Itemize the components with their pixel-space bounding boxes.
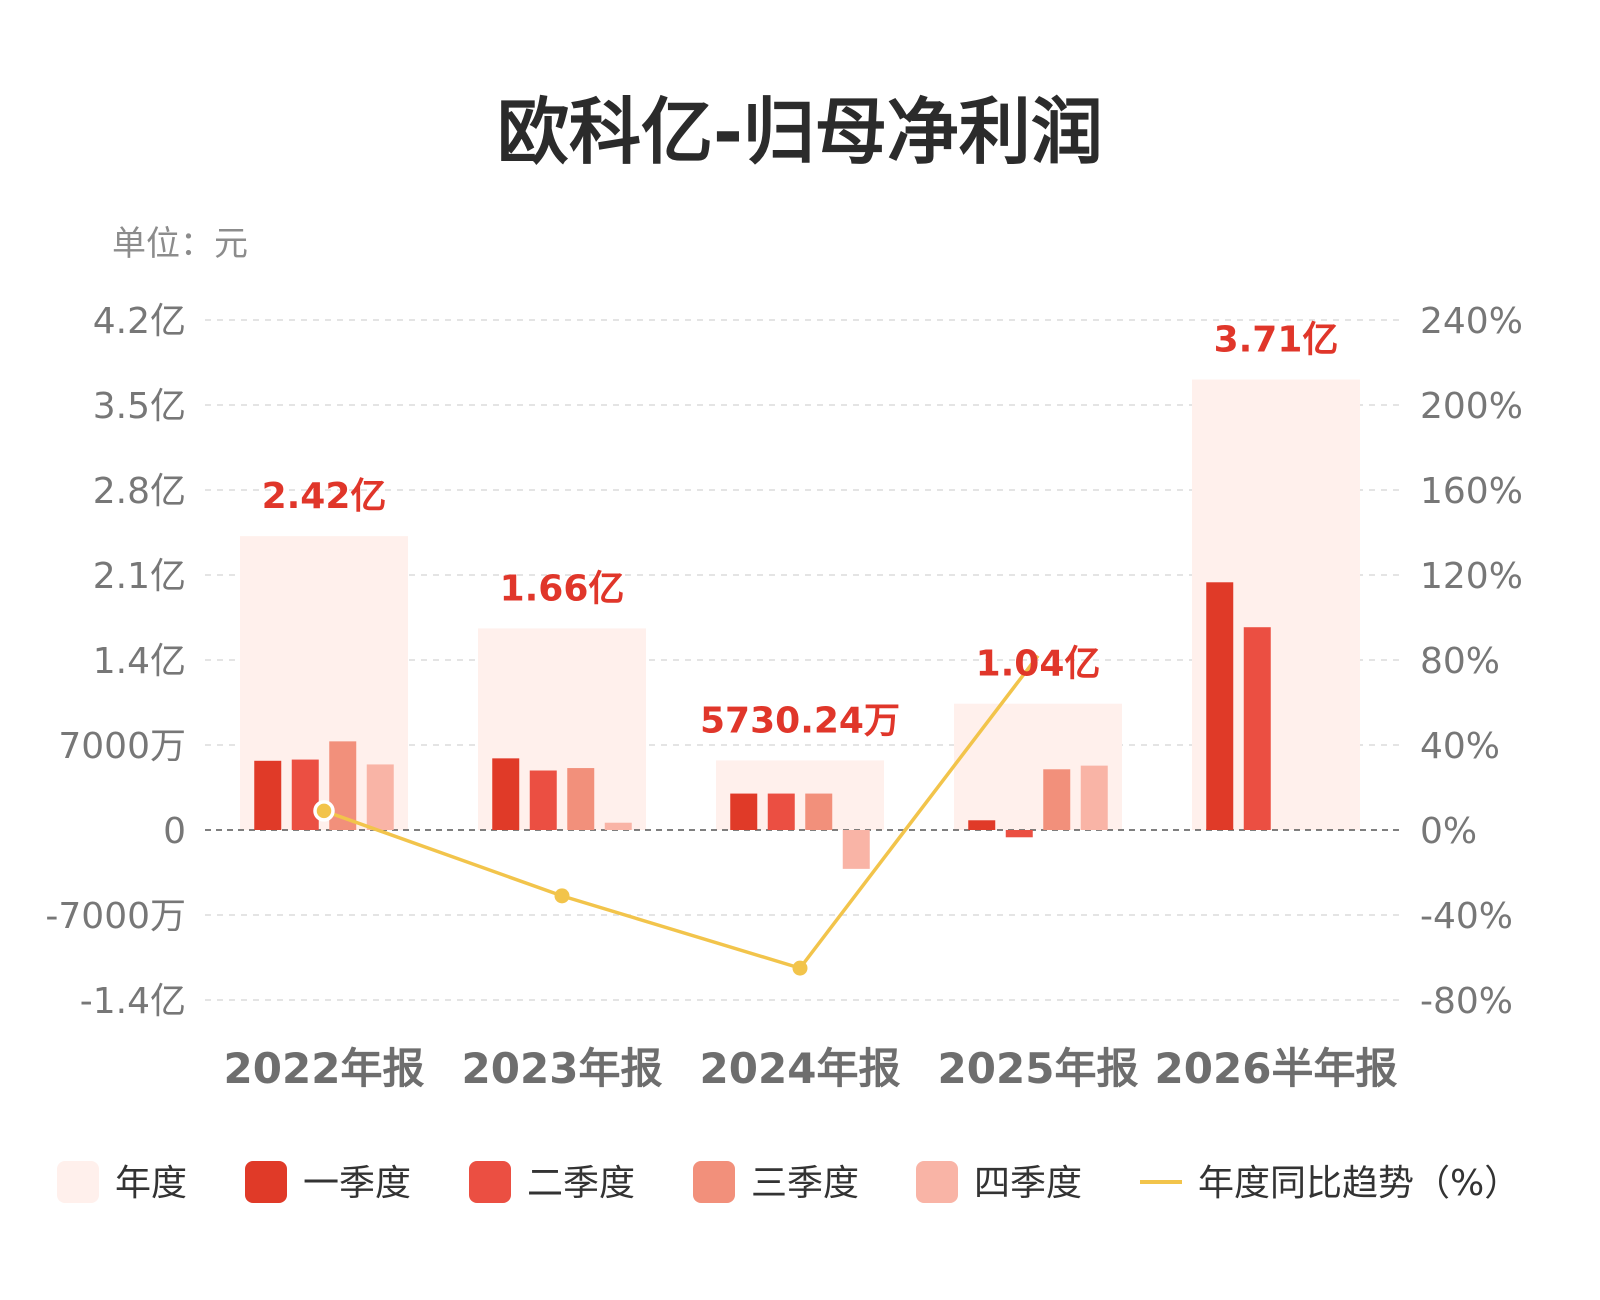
quarter-bars xyxy=(254,582,1271,869)
legend-label: 一季度 xyxy=(303,1163,411,1204)
y-left-tick-label: -7000万 xyxy=(45,896,186,937)
x-tick-label: 2022年报 xyxy=(224,1044,425,1093)
quarter-bar xyxy=(1080,765,1108,830)
y-left-tick-label: 4.2亿 xyxy=(93,301,186,342)
legend-swatch xyxy=(916,1161,958,1203)
quarter-bar xyxy=(1005,830,1033,838)
x-tick-label: 2024年报 xyxy=(700,1044,901,1093)
y-left-tick-label: 1.4亿 xyxy=(93,641,186,682)
quarter-bar xyxy=(366,764,394,830)
quarter-bar xyxy=(1243,627,1271,830)
y-left-tick-label: 7000万 xyxy=(58,726,186,767)
y-right-tick-label: 40% xyxy=(1420,726,1500,767)
chart-title: 欧科亿-归母净利润 xyxy=(497,90,1103,174)
legend-swatch xyxy=(693,1161,735,1203)
trend-polyline xyxy=(323,654,1040,971)
y-right-tick-label: -40% xyxy=(1420,896,1513,937)
quarter-bar xyxy=(767,793,795,830)
quarter-bar xyxy=(567,768,595,830)
annual-value-label: 1.66亿 xyxy=(500,568,625,609)
legend-label: 二季度 xyxy=(527,1163,635,1204)
annual-value-label: 3.71亿 xyxy=(1214,320,1339,361)
legend-label: 年度 xyxy=(115,1163,187,1204)
legend-swatch xyxy=(245,1161,287,1203)
x-tick-label: 2025年报 xyxy=(938,1044,1139,1093)
quarter-bar xyxy=(842,830,870,869)
trend-point xyxy=(792,960,808,976)
y-left-tick-label: -1.4亿 xyxy=(80,981,186,1022)
trend-line xyxy=(313,654,1040,976)
y-left-tick-label: 2.1亿 xyxy=(93,556,186,597)
annual-value-label: 2.42亿 xyxy=(262,476,387,517)
quarter-bar xyxy=(529,770,557,830)
x-axis: 2022年报 2023年报 2024年报 2025年报 2026半年报 xyxy=(224,1044,1398,1093)
quarter-bar xyxy=(730,793,758,830)
y-left-tick-label: 0 xyxy=(163,811,186,852)
legend-label: 年度同比趋势（%） xyxy=(1198,1163,1520,1204)
y-left-tick-label: 3.5亿 xyxy=(93,386,186,427)
y-axis-left: 4.2亿 3.5亿 2.8亿 2.1亿 1.4亿 7000万 0 -7000万 -1.4亿 xyxy=(45,301,186,1022)
quarter-bar xyxy=(968,820,996,830)
annual-value-label: 5730.24万 xyxy=(700,700,900,741)
quarter-bar xyxy=(1206,582,1234,830)
y-right-tick-label: 200% xyxy=(1420,386,1523,427)
legend-swatch xyxy=(57,1161,99,1203)
y-right-tick-label: 120% xyxy=(1420,556,1523,597)
y-right-tick-label: 80% xyxy=(1420,641,1500,682)
legend-label: 四季度 xyxy=(974,1163,1082,1204)
y-right-tick-label: 160% xyxy=(1420,471,1523,512)
y-right-tick-label: 0% xyxy=(1420,811,1477,852)
y-axis-right: 240% 200% 160% 120% 80% 40% 0% -40% -80% xyxy=(1420,301,1523,1022)
quarter-bar xyxy=(805,793,833,830)
unit-label: 单位：元 xyxy=(112,224,248,264)
quarter-bar xyxy=(291,759,319,830)
legend-label: 三季度 xyxy=(751,1163,859,1204)
annual-bars xyxy=(240,379,1360,830)
x-tick-label: 2026半年报 xyxy=(1155,1044,1398,1093)
x-tick-label: 2023年报 xyxy=(462,1044,663,1093)
quarter-bar xyxy=(254,760,282,830)
trend-point xyxy=(554,888,570,904)
quarter-bar xyxy=(1043,769,1071,830)
annual-value-label: 1.04亿 xyxy=(976,644,1101,685)
trend-point xyxy=(313,800,335,822)
y-left-tick-label: 2.8亿 xyxy=(93,471,186,512)
quarter-bar xyxy=(604,822,632,830)
quarter-bar xyxy=(492,758,520,830)
legend-swatch xyxy=(469,1161,511,1203)
annual-annotations: 2.42亿 1.66亿 5730.24万 1.04亿 3.71亿 xyxy=(262,320,1339,742)
y-right-tick-label: 240% xyxy=(1420,301,1523,342)
y-right-tick-label: -80% xyxy=(1420,981,1513,1022)
legend: 年度 一季度 二季度 三季度 四季度 年度同比趋势（%） xyxy=(57,1161,1520,1204)
